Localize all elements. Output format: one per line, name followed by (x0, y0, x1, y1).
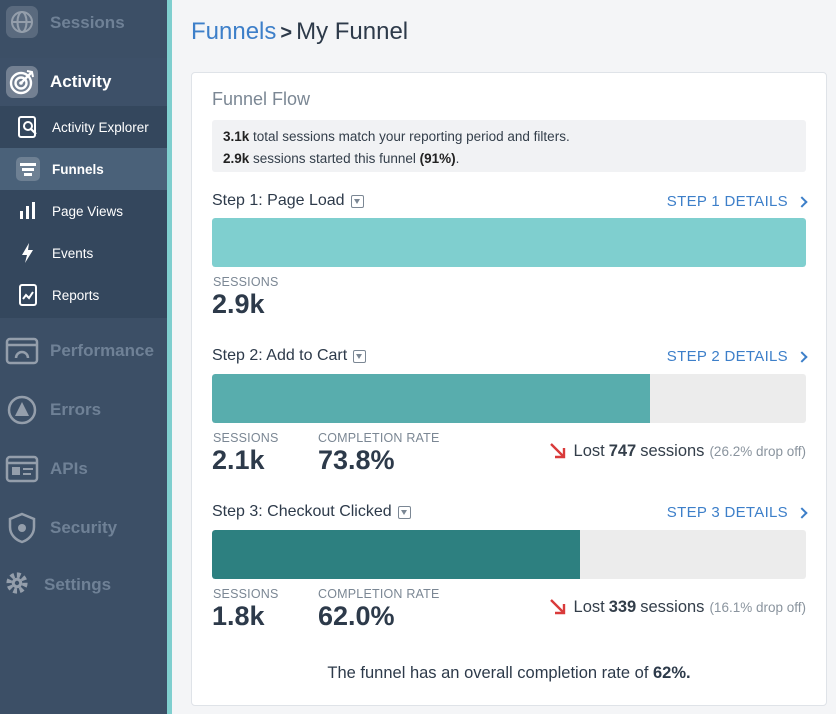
step-1-bar (212, 218, 806, 267)
step-2-title[interactable]: Step 2: Add to Cart (212, 347, 367, 365)
step-3-title[interactable]: Step 3: Checkout Clicked (212, 503, 411, 521)
step-2-sessions-label: SESSIONS (213, 431, 279, 445)
search-doc-icon (18, 116, 37, 138)
step-3-sessions-label: SESSIONS (213, 587, 279, 601)
sidebar-item-errors[interactable]: Errors (0, 381, 167, 439)
card-title: Funnel Flow (212, 89, 311, 109)
summary-line-total: 3.1k total sessions match your reporting… (223, 129, 570, 144)
breadcrumb-link-funnels[interactable]: Funnels (191, 18, 277, 45)
step-3-details-link[interactable]: STEP 3 DETAILS (667, 504, 808, 521)
step-3-completion-value: 62.0% (318, 601, 395, 631)
sidebar-item-label: Sessions (50, 13, 125, 32)
sidebar-item-label: Errors (50, 400, 102, 419)
api-icon (5, 455, 39, 483)
sidebar-item-label: Settings (44, 575, 112, 594)
step-1-sessions-value: 2.9k (212, 289, 265, 319)
step-3-lost-sessions: Lost 339 sessions (16.1% drop off) (548, 597, 806, 617)
sidebar: Sessions Activity Activity Explorer Funn… (0, 0, 167, 714)
breadcrumb-separator: > (280, 22, 293, 44)
caret-down-icon[interactable] (350, 194, 364, 208)
chevron-right-icon (796, 350, 808, 363)
report-icon (19, 284, 37, 306)
globe-icon (6, 6, 38, 38)
caret-down-icon[interactable] (353, 349, 367, 363)
step-2-bar-fill (212, 374, 651, 423)
chevron-right-icon (796, 506, 808, 519)
sidebar-subitem-events[interactable]: Events (0, 232, 167, 274)
step-1-details-link[interactable]: STEP 1 DETAILS (667, 193, 808, 210)
bolt-icon (22, 243, 33, 263)
funnel-flow-card: Funnel Flow 3.1k total sessions match yo… (191, 72, 827, 706)
shield-icon (8, 512, 36, 544)
chevron-right-icon (796, 195, 808, 208)
target-icon (6, 66, 38, 98)
step-1-sessions-label: SESSIONS (213, 275, 279, 289)
sidebar-item-label: Security (50, 518, 118, 537)
warning-icon (7, 395, 37, 425)
sidebar-subitem-label: Reports (52, 287, 100, 303)
step-2-lost-sessions: Lost 747 sessions (26.2% drop off) (548, 441, 806, 461)
overall-completion: The funnel has an overall completion rat… (327, 664, 691, 682)
sidebar-item-performance[interactable]: Performance (0, 322, 167, 380)
arrow-down-icon (549, 443, 565, 459)
sidebar-subitem-label: Activity Explorer (52, 119, 149, 135)
funnel-summary: 3.1k total sessions match your reporting… (212, 120, 806, 172)
sidebar-item-security[interactable]: Security (0, 499, 167, 557)
sidebar-subitem-activity-explorer[interactable]: Activity Explorer (0, 106, 167, 148)
step-3-bar (212, 530, 806, 579)
sidebar-item-sessions[interactable]: Sessions (0, 0, 167, 46)
step-3-completion-label: COMPLETION RATE (318, 587, 440, 601)
sidebar-subitem-reports[interactable]: Reports (0, 274, 167, 316)
sidebar-accent-border (167, 0, 172, 714)
gear-icon (6, 572, 28, 594)
step-2-completion-label: COMPLETION RATE (318, 431, 440, 445)
activity-section-bg (0, 58, 167, 106)
sidebar-item-apis[interactable]: APIs (0, 440, 167, 498)
step-3-sessions-value: 1.8k (212, 601, 265, 631)
sidebar-item-label: Activity (50, 72, 112, 91)
breadcrumb: Funnels > My Funnel (191, 18, 408, 46)
summary-line-started: 2.9k sessions started this funnel (91%). (223, 151, 460, 166)
sidebar-subitem-page-views[interactable]: Page Views (0, 190, 167, 232)
arrow-down-icon (549, 599, 565, 615)
sidebar-subitem-label: Funnels (52, 161, 104, 177)
step-2-sessions-value: 2.1k (212, 445, 265, 475)
page-title: My Funnel (296, 18, 409, 45)
sidebar-item-label: Performance (50, 341, 154, 360)
step-1-title[interactable]: Step 1: Page Load (212, 192, 364, 210)
step-3-bar-fill (212, 530, 581, 579)
step-2-bar (212, 374, 806, 423)
caret-down-icon[interactable] (397, 505, 411, 519)
sidebar-subitem-label: Events (52, 245, 94, 261)
step-2-details-link[interactable]: STEP 2 DETAILS (667, 348, 808, 365)
sidebar-item-label: APIs (50, 459, 88, 478)
sidebar-subitem-funnels[interactable]: Funnels (0, 148, 167, 190)
step-1-bar-fill (212, 218, 806, 267)
window-icon (5, 337, 39, 365)
sidebar-item-activity[interactable]: Activity (0, 58, 167, 106)
step-2-completion-value: 73.8% (318, 445, 395, 475)
sidebar-item-settings[interactable]: Settings (0, 556, 167, 614)
sidebar-subitem-label: Page Views (52, 203, 124, 219)
funnel-icon (16, 157, 40, 181)
bar-chart-icon (20, 202, 35, 219)
